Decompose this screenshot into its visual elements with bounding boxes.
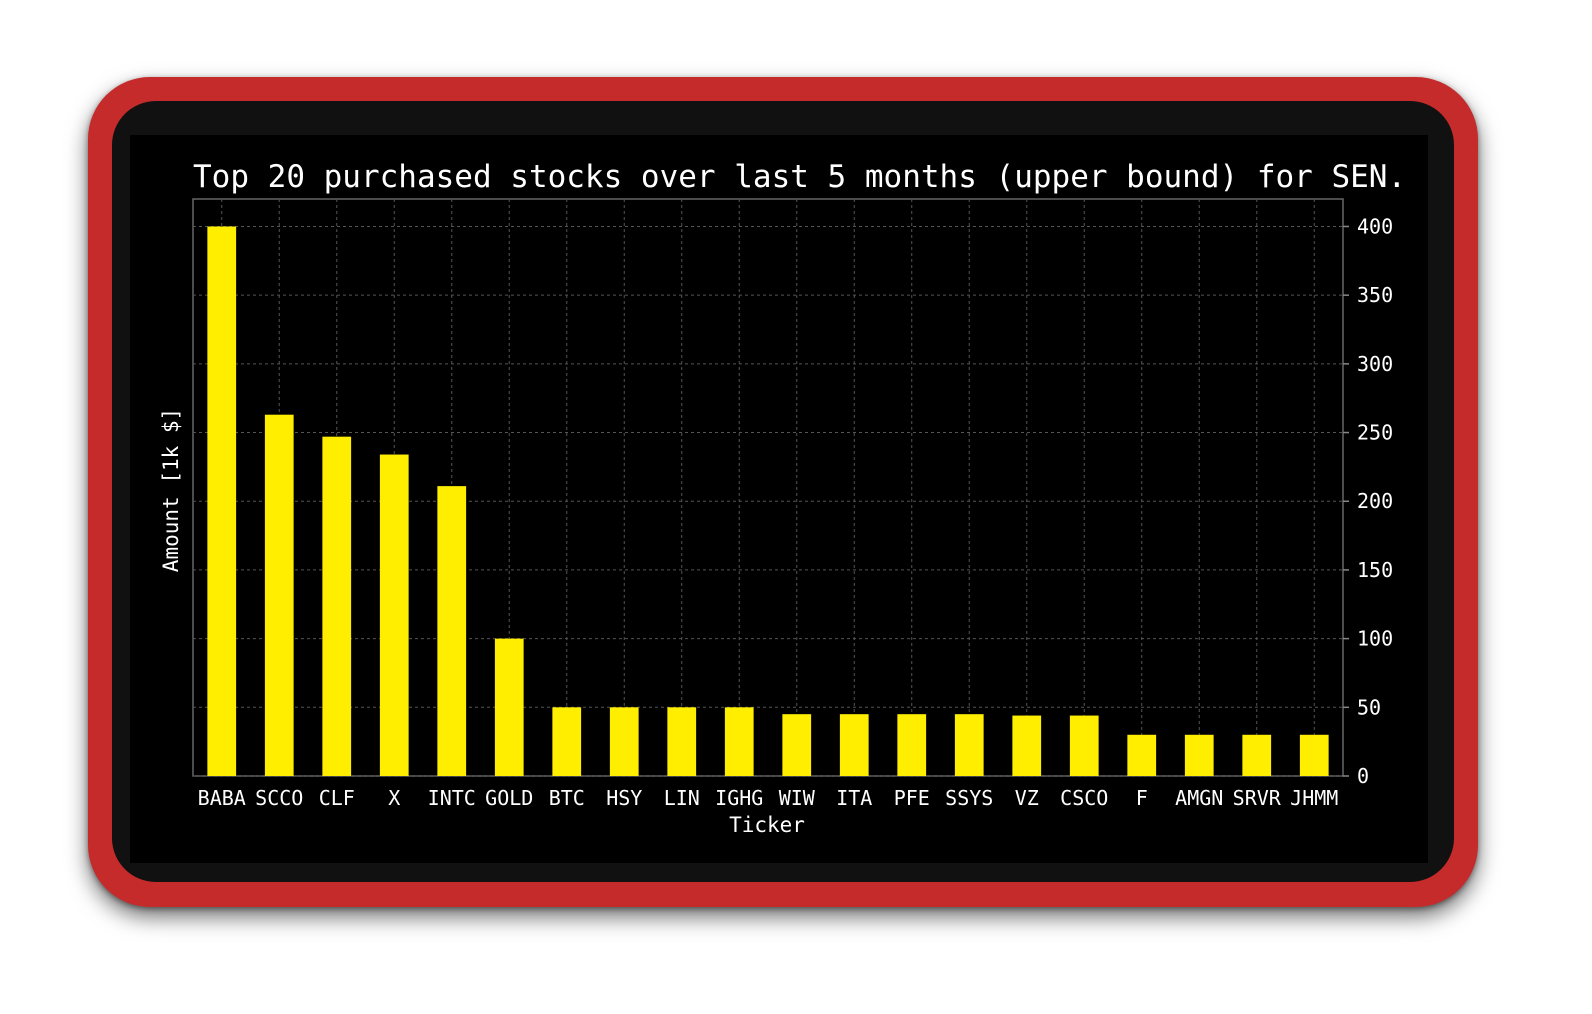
x-tick-label: PFE xyxy=(894,786,930,810)
y-tick-label: 200 xyxy=(1357,489,1393,513)
bar-ssys xyxy=(955,714,984,776)
x-tick-label: JHMM xyxy=(1290,786,1338,810)
bar-pfe xyxy=(897,714,926,776)
bar-clf xyxy=(322,437,351,776)
y-tick-label: 0 xyxy=(1357,764,1369,788)
chart-area: Top 20 purchased stocks over last 5 mont… xyxy=(130,135,1428,863)
bar-lin xyxy=(667,707,696,776)
bar-hsy xyxy=(610,707,639,776)
x-tick-label: LIN xyxy=(664,786,700,810)
x-tick-label: CLF xyxy=(319,786,355,810)
bar-btc xyxy=(552,707,581,776)
bar-srvr xyxy=(1242,735,1271,776)
y-tick-label: 150 xyxy=(1357,558,1393,582)
bar-x xyxy=(380,455,409,776)
x-axis-label: Ticker xyxy=(729,813,805,837)
x-tick-label: F xyxy=(1136,786,1148,810)
bar-chart: Top 20 purchased stocks over last 5 mont… xyxy=(130,135,1428,863)
bar-jhmm xyxy=(1300,735,1329,776)
y-tick-label: 400 xyxy=(1357,214,1393,238)
x-tick-label: SCCO xyxy=(255,786,303,810)
bar-f xyxy=(1127,735,1156,776)
x-tick-label: X xyxy=(388,786,400,810)
y-tick-label: 50 xyxy=(1357,695,1381,719)
x-tick-label: GOLD xyxy=(485,786,533,810)
x-tick-label: AMGN xyxy=(1175,786,1223,810)
y-tick-label: 300 xyxy=(1357,352,1393,376)
x-tick-label: SRVR xyxy=(1233,786,1282,810)
bar-wiw xyxy=(782,714,811,776)
bar-gold xyxy=(495,639,524,776)
chart-title: Top 20 purchased stocks over last 5 mont… xyxy=(193,159,1406,195)
x-tick-label: VZ xyxy=(1015,786,1039,810)
bar-amgn xyxy=(1185,735,1214,776)
grid-layer xyxy=(193,199,1349,776)
y-tick-label: 350 xyxy=(1357,283,1393,307)
bar-intc xyxy=(437,486,466,776)
y-tick-labels: 0 50 100 150 200 250 300 350 400 xyxy=(1357,214,1393,788)
x-tick-label: BABA xyxy=(198,786,246,810)
x-tick-label: BTC xyxy=(549,786,585,810)
bar-scco xyxy=(265,415,294,776)
x-tick-label: IGHG xyxy=(715,786,763,810)
x-tick-label: INTC xyxy=(428,786,476,810)
bar-baba xyxy=(207,226,236,776)
x-tick-label: HSY xyxy=(606,786,642,810)
bar-vz xyxy=(1012,716,1041,776)
bar-ita xyxy=(840,714,869,776)
y-tick-label: 100 xyxy=(1357,627,1393,651)
x-tick-label: WIW xyxy=(779,786,816,810)
plot-frame xyxy=(193,199,1343,776)
x-tick-labels: BABA SCCO CLF X INTC GOLD BTC HSY LIN IGHG WIW ITA P… xyxy=(198,786,1339,810)
bar-csco xyxy=(1070,716,1099,776)
x-tick-label: CSCO xyxy=(1060,786,1108,810)
x-tick-label: ITA xyxy=(836,786,872,810)
y-tick-label: 250 xyxy=(1357,421,1393,445)
y-axis-label: Amount [1k $] xyxy=(159,408,183,572)
bar-ighg xyxy=(725,707,754,776)
x-tick-label: SSYS xyxy=(945,786,993,810)
